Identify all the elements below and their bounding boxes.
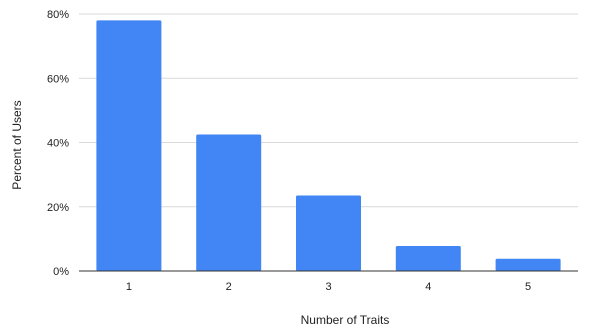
bar-1 xyxy=(96,20,162,271)
y-tick-label: 0% xyxy=(53,266,69,278)
x-tick-label: 5 xyxy=(525,281,531,293)
x-axis-title: Number of Traits xyxy=(301,313,390,326)
x-tick-label: 3 xyxy=(325,281,331,293)
bar-2 xyxy=(196,134,262,271)
x-tick-label: 4 xyxy=(425,281,431,293)
y-tick-label: 60% xyxy=(47,73,69,85)
y-tick-label: 20% xyxy=(47,202,69,214)
bar-4 xyxy=(395,245,461,271)
x-tick-label: 2 xyxy=(226,281,232,293)
bars xyxy=(96,20,561,271)
x-tick-label: 1 xyxy=(126,281,132,293)
y-tick-labels: 0% 20% 40% 60% 80% xyxy=(47,9,69,278)
y-tick-label: 40% xyxy=(47,138,69,150)
bar-5 xyxy=(495,258,561,271)
x-tick-labels: 1 2 3 4 5 xyxy=(126,281,531,293)
y-tick-label: 80% xyxy=(47,9,69,21)
y-axis-title: Percent of Users xyxy=(10,100,24,189)
bar-3 xyxy=(296,195,361,271)
